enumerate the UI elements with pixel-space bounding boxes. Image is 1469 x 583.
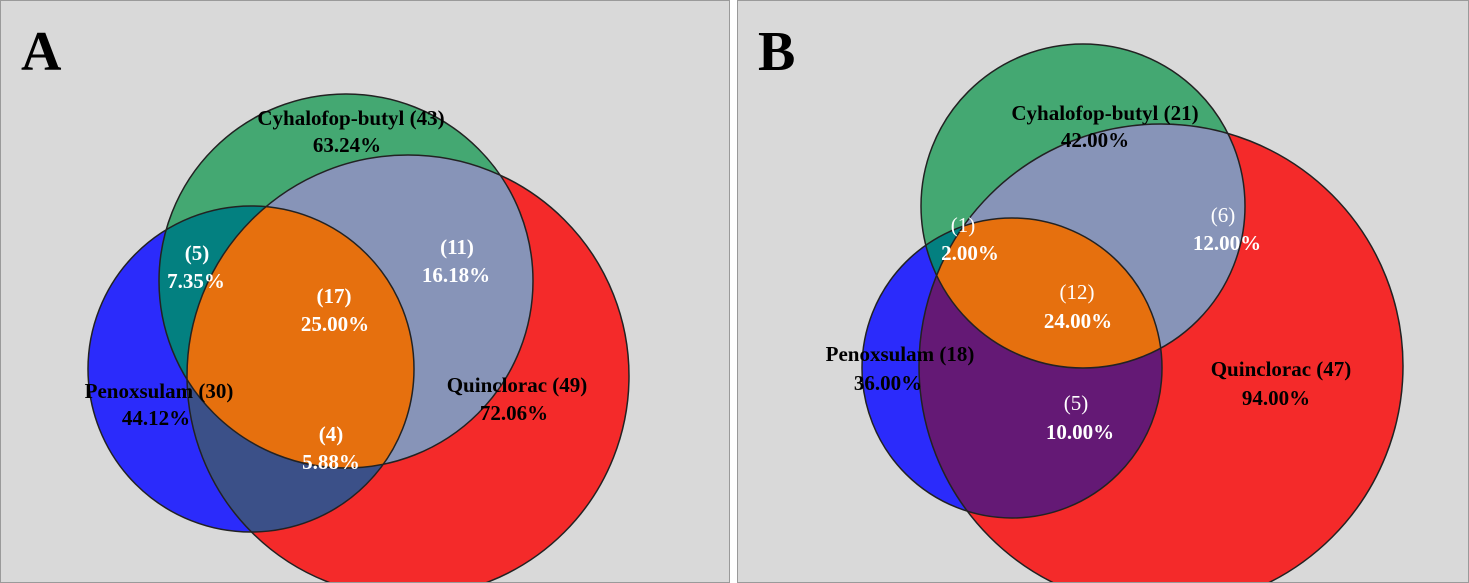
label-quinclorac-name: Quinclorac (49) <box>447 373 588 397</box>
label-cyh-pen-pct: 7.35% <box>167 269 225 293</box>
label-cyhalofop-name: Cyhalofop-butyl (43) <box>257 106 444 130</box>
venn-diagram-b: B Cyhalofop-butyl (21) 42.00% Penoxsulam… <box>758 21 1404 582</box>
label-all-count: (17) <box>317 284 352 308</box>
label-cyhalofop-name: Cyhalofop-butyl (21) <box>1011 101 1198 125</box>
label-quinclorac-pct: 72.06% <box>480 401 548 425</box>
outline-quinclorac <box>186 154 630 582</box>
outline-quinclorac <box>918 123 1404 582</box>
label-cyh-pen-count: (5) <box>185 241 210 265</box>
venn-diagram-a: A Cyhalofop-butyl (43) 63.24% Penoxsulam… <box>21 21 630 582</box>
label-cyh-qui-count: (6) <box>1211 203 1236 227</box>
label-pen-qui-count: (5) <box>1064 391 1089 415</box>
label-penoxsulam-pct: 36.00% <box>854 371 922 395</box>
panel-label: A <box>21 21 62 83</box>
label-penoxsulam-pct: 44.12% <box>122 406 190 430</box>
label-all-pct: 24.00% <box>1044 309 1112 333</box>
label-pen-qui-pct: 5.88% <box>302 450 360 474</box>
label-all-count: (12) <box>1060 280 1095 304</box>
label-cyh-pen-count: (1) <box>951 213 976 237</box>
venn-panel-a: A Cyhalofop-butyl (43) 63.24% Penoxsulam… <box>0 0 730 583</box>
label-penoxsulam-name: Penoxsulam (18) <box>826 342 975 366</box>
outline-cyhalofop <box>158 93 534 469</box>
label-pen-qui-pct: 10.00% <box>1046 420 1114 444</box>
label-quinclorac-name: Quinclorac (47) <box>1211 357 1352 381</box>
outline-penoxsulam <box>861 217 1163 519</box>
label-cyhalofop-pct: 63.24% <box>313 133 381 157</box>
venn-panel-b: B Cyhalofop-butyl (21) 42.00% Penoxsulam… <box>737 0 1469 583</box>
label-cyh-qui-pct: 16.18% <box>422 263 490 287</box>
outline-cyhalofop <box>920 43 1246 369</box>
label-quinclorac-pct: 94.00% <box>1242 386 1310 410</box>
overlap-all <box>187 206 414 468</box>
label-cyhalofop-pct: 42.00% <box>1061 128 1129 152</box>
label-cyh-qui-count: (11) <box>440 235 474 259</box>
label-cyh-pen-pct: 2.00% <box>941 241 999 265</box>
label-penoxsulam-name: Penoxsulam (30) <box>85 379 234 403</box>
outline-penoxsulam <box>87 205 415 533</box>
panel-label: B <box>758 21 795 83</box>
label-pen-qui-count: (4) <box>319 422 344 446</box>
label-cyh-qui-pct: 12.00% <box>1193 231 1261 255</box>
label-all-pct: 25.00% <box>301 312 369 336</box>
